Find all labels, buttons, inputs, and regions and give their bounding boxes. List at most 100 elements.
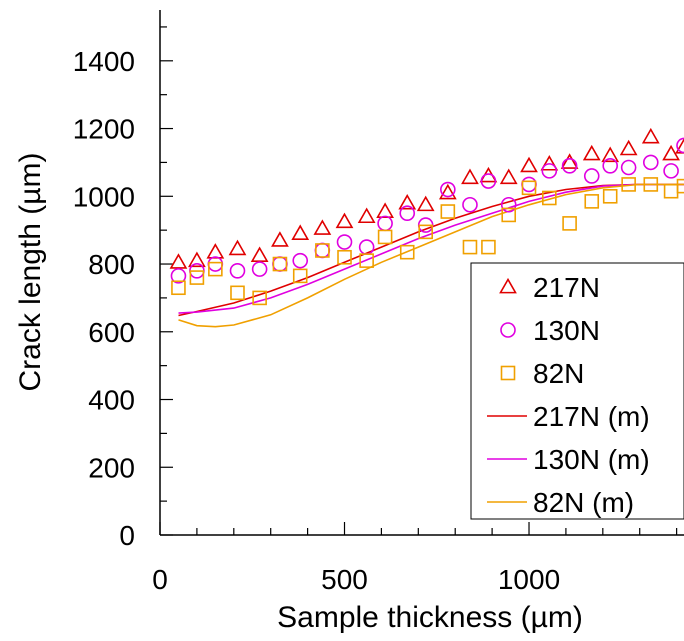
data-point <box>230 285 245 301</box>
series-line-3 <box>178 183 684 317</box>
series-lines <box>178 183 684 328</box>
data-point <box>314 242 331 259</box>
y-tick-label: 400 <box>88 385 135 416</box>
legend-label: 217N <box>533 272 600 303</box>
legend-label: 130N <box>533 315 600 346</box>
data-point <box>313 219 332 235</box>
data-point <box>676 137 684 154</box>
data-point <box>250 246 269 262</box>
data-point <box>583 168 600 184</box>
y-tick-label: 1200 <box>73 114 135 145</box>
series-points <box>169 127 684 306</box>
legend-marker-2 <box>500 365 516 381</box>
data-point <box>271 231 289 247</box>
data-point <box>336 234 353 250</box>
legend-label: 82N <box>533 358 584 389</box>
data-point <box>619 139 638 156</box>
data-point <box>251 261 268 277</box>
data-point <box>643 177 659 192</box>
data-point <box>602 158 618 174</box>
y-tick-label: 1400 <box>73 46 135 77</box>
legend-box <box>470 262 684 520</box>
data-point <box>461 168 479 185</box>
data-point <box>189 270 205 285</box>
data-point <box>399 205 416 222</box>
data-point <box>602 188 618 204</box>
data-point <box>662 144 680 161</box>
data-point <box>582 144 601 161</box>
data-point <box>521 176 537 193</box>
data-point <box>170 268 187 284</box>
data-point <box>641 127 660 144</box>
data-point <box>398 193 417 210</box>
data-point <box>562 216 577 231</box>
data-point <box>462 239 478 255</box>
data-point <box>440 181 456 198</box>
data-point <box>228 239 247 256</box>
y-tick-label: 800 <box>88 249 135 280</box>
data-point <box>501 207 517 223</box>
legend-label: 217N (m) <box>533 401 650 432</box>
data-point <box>272 256 288 272</box>
data-point <box>208 261 223 277</box>
y-tick-label: 600 <box>88 317 135 348</box>
data-point <box>438 183 457 200</box>
data-point <box>601 146 620 163</box>
data-point <box>171 280 186 296</box>
data-point <box>376 202 394 218</box>
data-point <box>335 212 354 229</box>
data-point <box>663 183 679 199</box>
data-point <box>291 224 310 240</box>
data-point <box>169 253 188 269</box>
data-point <box>399 244 415 260</box>
data-point <box>440 204 456 219</box>
series-line-4 <box>178 183 684 314</box>
legend: 217N 130N 82N 217N (m) 130N (m) 82N (m) <box>470 262 684 520</box>
data-point <box>541 163 558 179</box>
x-tick-label: 0 <box>152 564 168 595</box>
data-point <box>272 256 288 272</box>
data-point <box>675 138 684 154</box>
x-axis-title: Sample thickness (µm) <box>277 601 583 634</box>
data-point <box>642 154 659 171</box>
data-point <box>560 153 579 169</box>
data-point <box>292 252 309 269</box>
data-point <box>416 195 435 212</box>
legend-label: 130N (m) <box>533 444 650 475</box>
data-point <box>542 190 557 206</box>
data-point <box>663 163 679 179</box>
y-tick-label: 0 <box>119 520 135 551</box>
data-point <box>206 243 225 259</box>
data-point <box>521 180 537 196</box>
legend-marker-0 <box>499 277 517 294</box>
data-point <box>229 263 246 279</box>
x-tick-label: 1000 <box>498 564 560 595</box>
data-point <box>315 243 330 258</box>
data-point <box>499 168 518 185</box>
data-point <box>377 215 393 232</box>
data-point <box>292 268 308 284</box>
data-point <box>620 159 637 176</box>
legend-label: 82N (m) <box>533 487 634 518</box>
x-tick-label: 500 <box>321 564 368 595</box>
x-ticks: 0 500 1000 <box>152 522 678 595</box>
data-point <box>479 166 498 183</box>
y-axis-title: Crack length (µm) <box>14 152 47 391</box>
data-point <box>520 156 538 173</box>
data-point <box>621 177 636 192</box>
y-tick-label: 1000 <box>73 181 135 212</box>
plot-area: 0 500 1000 0 200 400 600 800 1000 1200 1400 <box>73 10 684 595</box>
data-point <box>252 290 267 306</box>
y-ticks: 0 200 400 600 800 1000 1200 1400 <box>73 26 173 551</box>
legend-marker-1 <box>500 322 516 338</box>
data-point <box>500 196 517 213</box>
data-point <box>676 178 684 194</box>
data-point <box>481 239 496 255</box>
data-point <box>540 155 559 171</box>
data-point <box>188 251 206 268</box>
data-point <box>561 158 578 174</box>
series-line-5 <box>178 183 684 328</box>
data-point <box>207 256 224 272</box>
data-point <box>357 207 376 224</box>
